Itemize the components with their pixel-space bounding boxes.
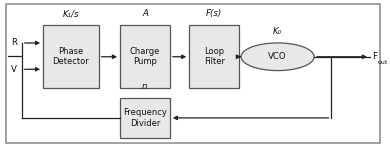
- Text: n: n: [142, 82, 148, 91]
- Text: Frequency
Divider: Frequency Divider: [123, 108, 167, 128]
- Text: VCO: VCO: [268, 52, 287, 61]
- Text: Charge
Pump: Charge Pump: [130, 47, 160, 66]
- Bar: [43, 25, 99, 88]
- Text: Loop
Filter: Loop Filter: [204, 47, 225, 66]
- Bar: [189, 25, 239, 88]
- Text: R: R: [11, 39, 17, 47]
- Text: A: A: [142, 9, 148, 18]
- Text: F: F: [372, 52, 378, 61]
- Circle shape: [241, 43, 314, 71]
- Bar: [120, 98, 170, 138]
- Text: F(s): F(s): [206, 9, 222, 18]
- Text: out: out: [377, 60, 388, 65]
- Text: K₁/s: K₁/s: [63, 9, 79, 18]
- Text: Phase
Detector: Phase Detector: [53, 47, 89, 66]
- Text: V: V: [11, 65, 17, 74]
- Text: K₀: K₀: [273, 27, 282, 36]
- Bar: [120, 25, 170, 88]
